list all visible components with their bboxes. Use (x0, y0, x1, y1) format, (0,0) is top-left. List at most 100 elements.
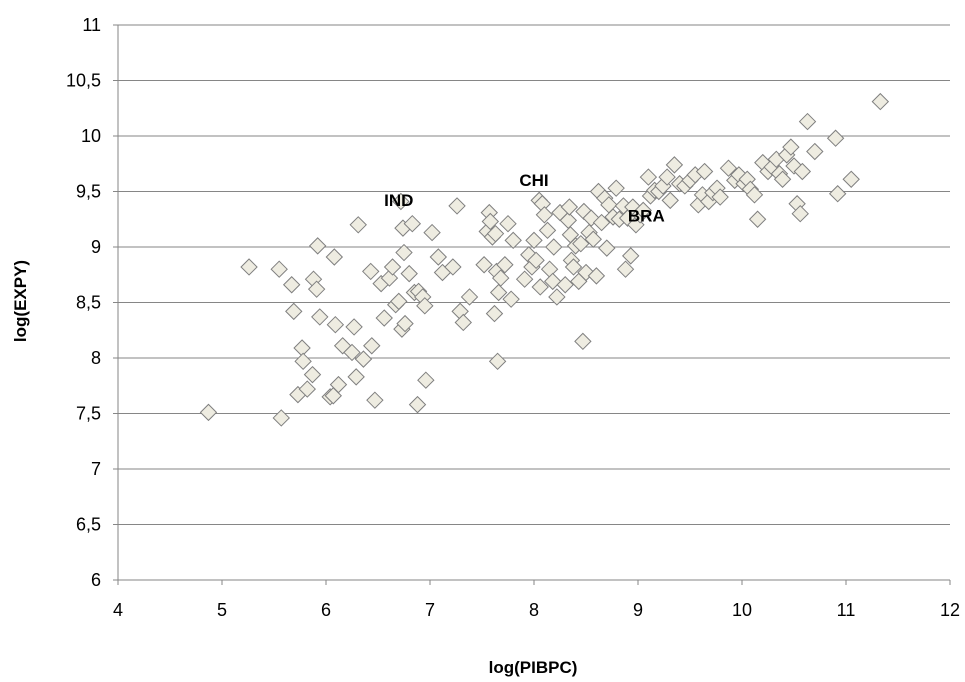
data-point (329, 375, 348, 394)
data-point (303, 365, 322, 384)
data-point (798, 112, 817, 131)
data-point (658, 168, 676, 186)
data-point (293, 339, 311, 357)
data-point (390, 292, 408, 311)
data-point (711, 188, 729, 206)
x-tick-label: 6 (321, 600, 331, 620)
data-point (607, 179, 625, 197)
data-point (326, 315, 345, 334)
data-point (417, 371, 435, 389)
y-tick-label: 9 (91, 237, 101, 257)
data-point (574, 332, 592, 351)
data-point (486, 224, 505, 243)
data-point (429, 248, 448, 266)
data-point (363, 337, 381, 355)
data-point (444, 258, 462, 276)
data-point (871, 92, 890, 111)
y-tick-label: 7 (91, 459, 101, 479)
data-point (307, 280, 326, 298)
data-point (349, 216, 367, 234)
data-point (616, 260, 635, 278)
data-point (535, 206, 554, 224)
data-point (325, 248, 344, 266)
data-point (502, 290, 520, 308)
data-point (661, 191, 679, 210)
data-point (745, 186, 764, 204)
y-tick-labels: 6 6,5 7 7,5 8 8,5 9 9,5 10 10,5 11 (66, 15, 101, 590)
data-point (828, 185, 847, 203)
data-point (584, 230, 602, 248)
data-point (560, 198, 579, 216)
data-point (587, 267, 606, 285)
data-point (489, 283, 508, 302)
data-point (548, 288, 566, 306)
data-point (556, 276, 574, 294)
data-point (395, 243, 413, 262)
data-point (791, 204, 809, 223)
data-point (665, 156, 684, 174)
x-tick-label: 9 (633, 600, 643, 620)
data-point (282, 276, 301, 294)
data-point (540, 260, 559, 278)
x-tick-label: 7 (425, 600, 435, 620)
y-tick-label: 10,5 (66, 71, 101, 91)
data-point (773, 170, 792, 188)
data-point (285, 302, 303, 321)
y-tick-label: 8 (91, 348, 101, 368)
data-point (488, 352, 507, 371)
data-point (354, 350, 373, 368)
data-point (695, 162, 714, 181)
data-point (525, 231, 543, 250)
y-tick-label: 7,5 (76, 404, 101, 424)
gridlines (118, 24, 950, 525)
annotation-label: CHI (519, 171, 548, 190)
data-point (383, 258, 402, 276)
data-point (475, 256, 493, 274)
data-point (308, 237, 327, 255)
data-point (362, 262, 380, 281)
data-point (527, 251, 545, 270)
data-point (400, 264, 418, 283)
data-point (366, 391, 384, 409)
data-point (343, 343, 361, 362)
data-point (564, 258, 583, 276)
data-point (416, 297, 434, 315)
x-tick-label: 8 (529, 600, 539, 620)
data-point (545, 238, 563, 256)
data-point (634, 201, 652, 220)
y-tick-label: 6 (91, 570, 101, 590)
data-point (408, 395, 427, 414)
data-point (842, 170, 860, 188)
data-point (375, 309, 393, 327)
data-point (748, 210, 767, 228)
y-axis-title: log(EXPY) (11, 260, 30, 342)
x-tick-label: 10 (732, 600, 752, 620)
data-point (572, 234, 590, 253)
data-point (538, 221, 557, 240)
y-tick-label: 9,5 (76, 182, 101, 202)
data-point (806, 142, 824, 161)
data-point (345, 318, 363, 336)
x-tick-label: 4 (113, 600, 123, 620)
data-point (622, 247, 640, 265)
data-point (272, 409, 290, 427)
data-point (719, 159, 738, 177)
data-point (499, 214, 517, 233)
data-point (639, 168, 658, 186)
data-point (485, 304, 504, 323)
data-point (598, 239, 616, 257)
data-point (448, 197, 466, 215)
data-point (531, 278, 549, 296)
y-tick-label: 6,5 (76, 515, 101, 535)
data-point (496, 256, 514, 274)
x-tick-label: 12 (940, 600, 960, 620)
annotation-label: BRA (628, 206, 665, 225)
data-point (423, 223, 441, 242)
y-tick-label: 10 (81, 126, 101, 146)
data-points (199, 92, 890, 427)
y-tick-label: 11 (82, 15, 101, 35)
data-point (199, 403, 218, 422)
data-point (782, 138, 800, 156)
data-point (793, 162, 812, 181)
